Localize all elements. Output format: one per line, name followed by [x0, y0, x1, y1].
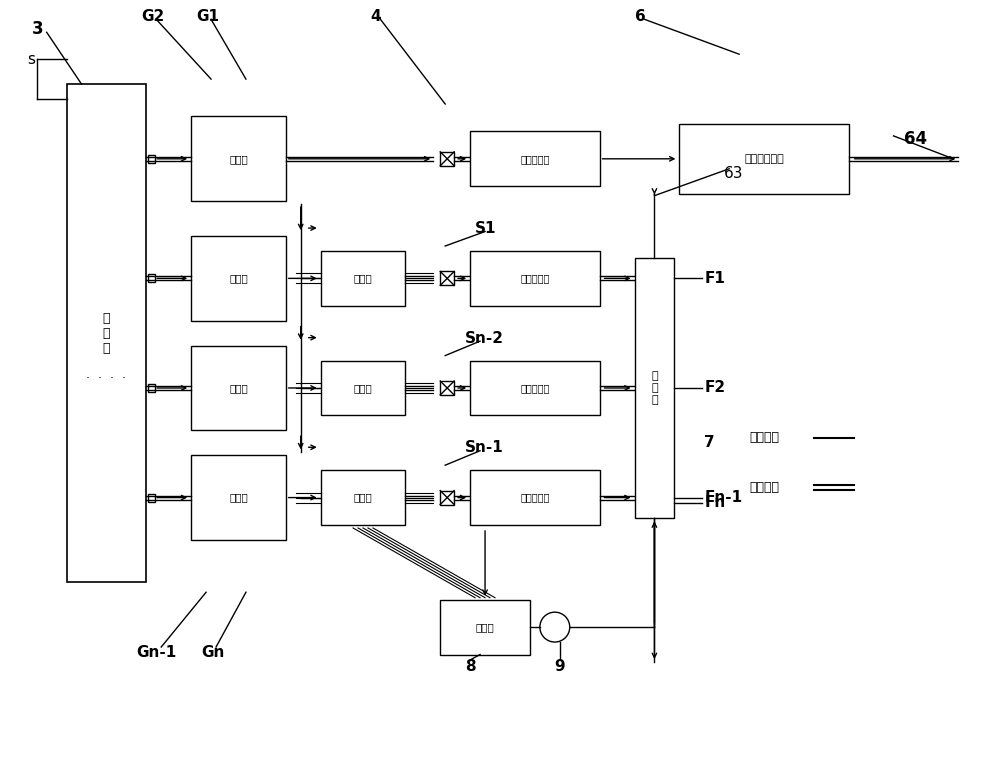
Bar [440, 491, 454, 504]
Text: 8: 8 [465, 659, 475, 674]
Text: 3: 3 [32, 21, 43, 38]
Text: F1: F1 [704, 271, 725, 286]
Text: 6: 6 [635, 9, 645, 24]
Bar [148, 275, 155, 282]
Text: 7: 7 [704, 435, 715, 450]
Text: 气轮发电机: 气轮发电机 [520, 154, 550, 164]
Bar [440, 600, 530, 655]
Bar [440, 381, 454, 395]
Text: 9: 9 [554, 659, 565, 674]
Bar [148, 155, 155, 163]
Text: s: s [27, 52, 35, 66]
Text: 高压罐: 高压罐 [229, 154, 248, 164]
Bar [67, 84, 146, 582]
Bar [191, 117, 286, 201]
Text: 空
压
机: 空 压 机 [103, 311, 110, 355]
Bar [440, 272, 454, 285]
Text: 高压罐: 高压罐 [229, 493, 248, 503]
Text: Fn: Fn [704, 495, 726, 510]
Bar [191, 236, 286, 320]
Text: G1: G1 [196, 9, 219, 24]
Text: 射流泵: 射流泵 [354, 493, 372, 503]
Bar [321, 251, 405, 306]
Bar [191, 456, 286, 540]
Text: 64: 64 [904, 130, 927, 148]
Bar [470, 131, 600, 186]
Text: 气轮发电机: 气轮发电机 [520, 493, 550, 503]
Text: 空气净化装置: 空气净化装置 [744, 154, 784, 164]
Text: 4: 4 [370, 9, 381, 24]
Text: 63: 63 [724, 166, 744, 182]
Text: Sn-1: Sn-1 [465, 440, 504, 456]
Text: 增
压
泵: 增 压 泵 [651, 372, 658, 404]
Text: Gn: Gn [201, 645, 224, 659]
Bar [470, 470, 600, 525]
Bar [321, 470, 405, 525]
Text: Fn-1: Fn-1 [704, 490, 742, 505]
Text: Gn-1: Gn-1 [136, 645, 177, 659]
Bar [321, 361, 405, 415]
Text: 气轮发电机: 气轮发电机 [520, 273, 550, 283]
Bar [470, 361, 600, 415]
Text: 射流泵: 射流泵 [354, 273, 372, 283]
Text: 高压罐: 高压罐 [229, 383, 248, 393]
Circle shape [540, 612, 570, 642]
Bar [679, 124, 849, 194]
Text: S1: S1 [475, 221, 497, 236]
Bar [148, 384, 155, 392]
Text: 电路连接: 电路连接 [749, 431, 779, 444]
Text: 高压罐: 高压罐 [229, 273, 248, 283]
Text: Sn-2: Sn-2 [465, 330, 504, 346]
Text: F2: F2 [704, 381, 725, 395]
Text: 射流泵: 射流泵 [354, 383, 372, 393]
Text: 气路连接: 气路连接 [749, 481, 779, 494]
Text: ·  ·  ·  ·: · · · · [86, 372, 126, 385]
Bar [440, 152, 454, 166]
Text: G2: G2 [141, 9, 165, 24]
Bar [148, 494, 155, 501]
Bar [470, 251, 600, 306]
Bar [191, 346, 286, 430]
Text: 气轮发电机: 气轮发电机 [520, 383, 550, 393]
Text: 余压罐: 余压罐 [476, 622, 494, 632]
Bar [635, 259, 674, 517]
